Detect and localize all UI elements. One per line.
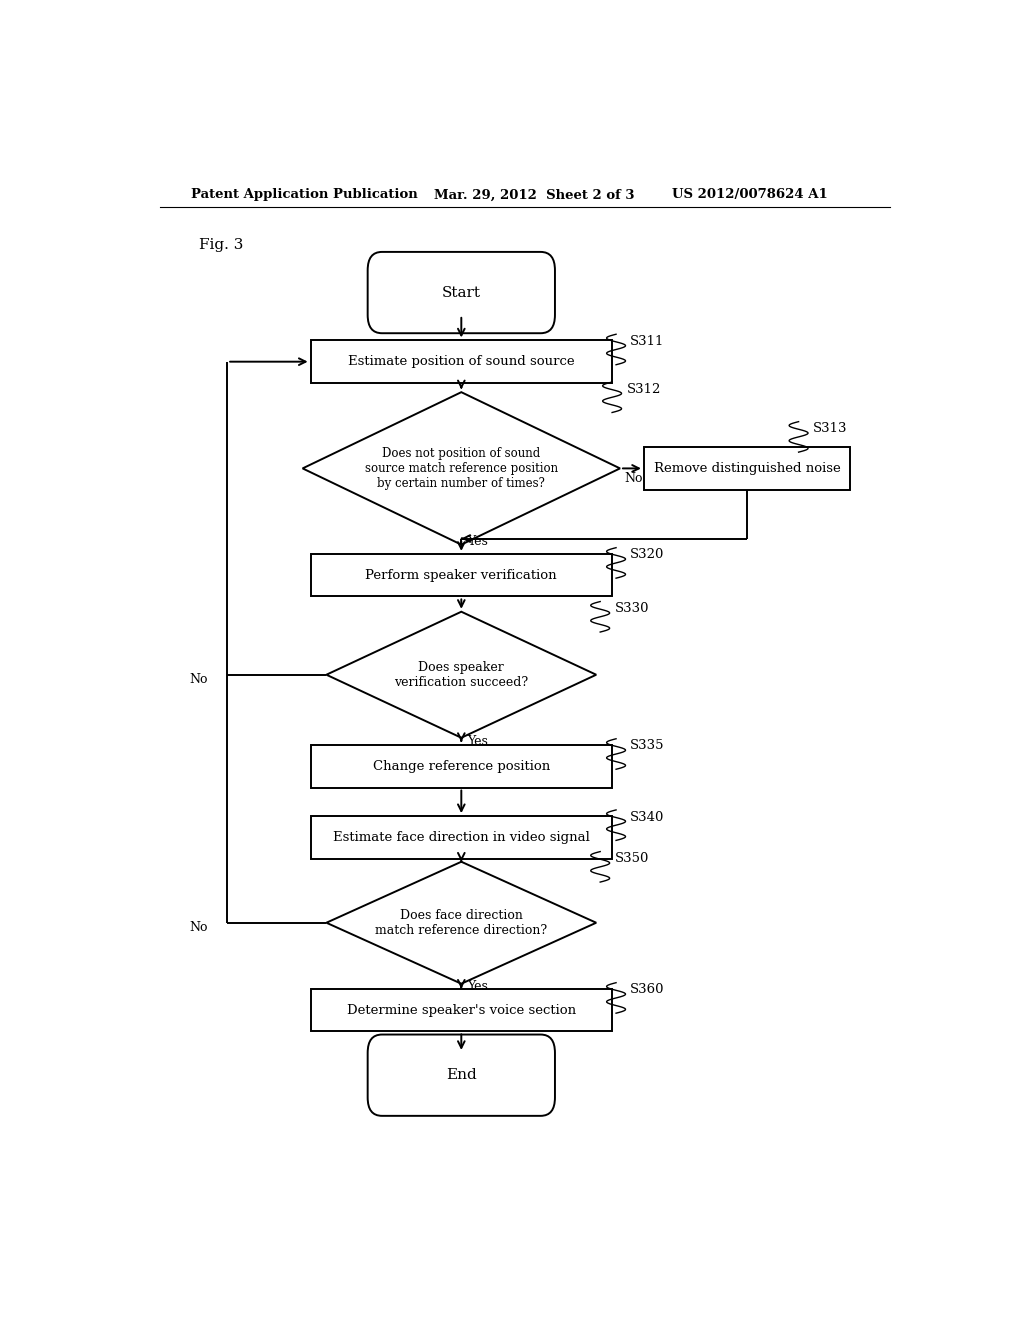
Bar [644, 447, 850, 490]
Text: S330: S330 [614, 602, 649, 615]
Text: Estimate face direction in video signal: Estimate face direction in video signal [333, 830, 590, 843]
Text: End: End [445, 1068, 477, 1082]
Text: Start: Start [441, 285, 481, 300]
Text: No: No [624, 473, 642, 484]
Text: S350: S350 [614, 853, 649, 865]
Text: Remove distinguished noise: Remove distinguished noise [653, 462, 841, 475]
Text: Patent Application Publication: Patent Application Publication [191, 189, 418, 202]
Text: Estimate position of sound source: Estimate position of sound source [348, 355, 574, 368]
Text: Perform speaker verification: Perform speaker verification [366, 569, 557, 582]
Text: S320: S320 [631, 548, 665, 561]
Text: US 2012/0078624 A1: US 2012/0078624 A1 [672, 189, 827, 202]
Text: Yes: Yes [468, 979, 488, 993]
Text: No: No [188, 673, 207, 686]
Text: Yes: Yes [468, 535, 488, 548]
Text: No: No [188, 921, 207, 935]
Polygon shape [327, 862, 596, 983]
Bar [310, 989, 612, 1031]
Bar [310, 744, 612, 788]
FancyBboxPatch shape [368, 252, 555, 333]
Text: Mar. 29, 2012  Sheet 2 of 3: Mar. 29, 2012 Sheet 2 of 3 [433, 189, 634, 202]
Text: S313: S313 [813, 422, 848, 436]
Text: Does speaker
verification succeed?: Does speaker verification succeed? [394, 661, 528, 689]
Text: S335: S335 [631, 739, 665, 752]
Text: S311: S311 [631, 335, 665, 348]
Text: Yes: Yes [468, 735, 488, 748]
Text: S312: S312 [627, 383, 660, 396]
Text: Does not position of sound
source match reference position
by certain number of : Does not position of sound source match … [365, 447, 558, 490]
Bar [310, 554, 612, 597]
Text: S340: S340 [631, 810, 665, 824]
Text: Change reference position: Change reference position [373, 760, 550, 772]
Text: Does face direction
match reference direction?: Does face direction match reference dire… [375, 908, 548, 937]
Text: Fig. 3: Fig. 3 [200, 238, 244, 252]
Bar [310, 341, 612, 383]
Text: S360: S360 [631, 983, 665, 997]
Text: Determine speaker's voice section: Determine speaker's voice section [347, 1003, 575, 1016]
Bar [310, 816, 612, 859]
Polygon shape [303, 392, 620, 545]
Polygon shape [327, 611, 596, 738]
FancyBboxPatch shape [368, 1035, 555, 1115]
